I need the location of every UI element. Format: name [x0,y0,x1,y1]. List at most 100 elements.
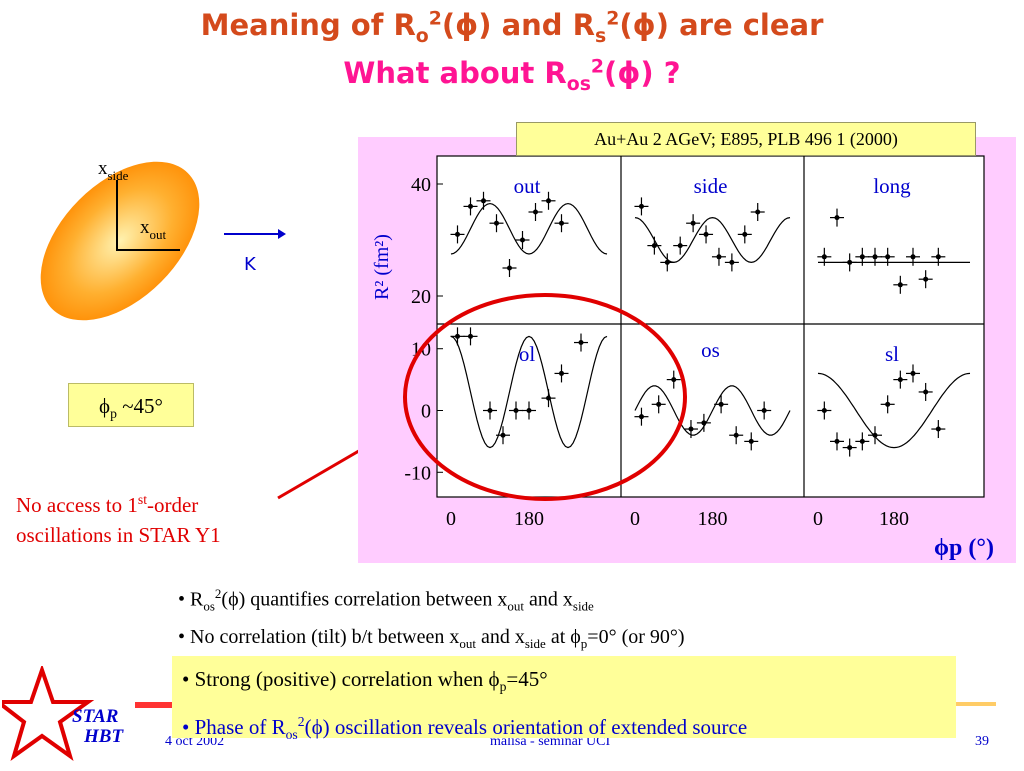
data-point-marker-side [651,243,657,249]
data-point-marker-ol [526,408,532,413]
data-point-marker-out [481,198,486,204]
data-point-marker-long [872,254,878,260]
data-point-marker-ol [500,432,506,438]
star-hbt-logo: STAR HBT [0,663,130,766]
data-point-marker-long [859,254,865,260]
fit-curve-sl [817,372,971,449]
panel-label-out: out [514,174,541,198]
data-point-marker-long [834,215,840,221]
slide-subtitle: What about Ros2(ϕ) ? [343,56,681,95]
data-point-marker-os [701,420,707,426]
data-point-marker-sl [923,389,929,395]
data-point-marker-ol [487,408,493,413]
x-tick-label: 180 [698,508,728,530]
data-point-marker-os [733,432,739,438]
source-ellipse [40,161,200,321]
data-point-marker-os [688,426,694,432]
panel-label-ol: ol [519,342,536,366]
fit-curve-side [634,216,791,264]
data-point-marker-ol [468,333,473,339]
plot-frame [436,155,985,498]
data-point-marker-sl [821,408,827,413]
highlight-box: • Strong (positive) correlation when ϕp=… [172,656,956,742]
highlight-circle [403,293,687,501]
data-point-marker-out [520,237,525,243]
data-point-marker-ol [513,408,519,413]
data-point-marker-long [885,254,891,260]
phi-angle-box: ϕp ~45° [68,383,194,427]
data-point-marker-out [559,220,564,226]
x-tick-label: 180 [879,508,909,530]
data-point-marker-ol [455,333,460,339]
panel-label-long: long [873,174,911,198]
data-point-marker-side [716,254,722,260]
data-point-marker-side [703,231,709,237]
xout-label: xout [140,217,167,242]
x-tick-label: 0 [446,508,456,530]
fit-curve-ol [450,335,608,449]
y-axis-label: R² (fm²) [371,234,393,300]
source-ellipse-diagram: xside xout [30,150,230,330]
y-tick-label: -10 [404,462,431,484]
data-point-marker-sl [885,401,891,407]
data-point-marker-long [923,276,929,282]
y-tick-label: 20 [411,286,431,308]
panel-label-os: os [701,338,720,362]
footer-page-number: 39 [975,734,989,749]
k-label: K [244,254,256,275]
panel-label-sl: sl [885,342,899,366]
data-point-marker-os [671,377,677,383]
bullet-list: • Ros2(ϕ) quantifies correlation between… [178,578,685,659]
data-point-marker-out [507,265,512,271]
fit-curve-out [450,202,608,255]
data-point-marker-side [755,209,761,215]
logo-line2: HBT [83,726,124,747]
decor-orange-line [956,702,996,706]
data-point-marker-sl [834,438,840,444]
no-access-note: No access to 1st-order oscillations in S… [16,492,221,547]
data-point-marker-long [935,254,941,260]
panel-label-side: side [694,174,728,198]
bullet-2: • No correlation (tilt) b/t between xout… [178,625,685,651]
data-point-marker-out [455,231,460,237]
data-point-marker-side [677,243,683,249]
logo-line1: STAR [72,706,118,727]
data-point-marker-side [690,220,696,226]
highlight-bullet-1: • Strong (positive) correlation when ϕp=… [182,667,548,695]
data-point-marker-long [821,254,827,260]
data-point-marker-sl [872,432,878,438]
data-point-marker-out [533,209,538,215]
data-point-marker-sl [859,438,865,444]
data-point-marker-sl [910,370,916,376]
data-point-marker-ol [578,340,584,346]
x-tick-label: 0 [630,508,640,530]
data-point-marker-os [748,438,754,444]
bullet-1: • Ros2(ϕ) quantifies correlation between… [178,586,594,614]
decor-red-bar [135,702,175,708]
data-point-marker-os [638,414,644,420]
data-point-marker-os [761,408,767,413]
data-point-marker-sl [935,426,941,432]
data-point-marker-out [468,203,473,209]
data-point-marker-os [718,401,724,407]
fit-curve-os [634,385,791,436]
data-point-marker-long [910,254,916,260]
data-point-marker-ol [559,370,564,376]
data-point-marker-long [897,282,903,288]
highlight-bullet-2: • Phase of Ros2(ϕ) oscillation reveals o… [182,714,748,743]
y-tick-label: 40 [411,174,431,196]
k-arrow [224,229,286,239]
data-point-marker-os [656,401,662,407]
data-point-marker-out [494,220,499,226]
xside-label: xside [98,158,129,183]
data-point-marker-out [546,198,551,204]
x-tick-label: 0 [813,508,823,530]
x-tick-label: 180 [514,508,544,530]
data-point-marker-side [729,259,735,265]
data-point-marker-long [847,259,853,265]
data-point-marker-sl [897,377,903,383]
data-point-marker-side [742,231,748,237]
x-axis-label: ϕp (°) [934,535,994,561]
star-icon [0,663,95,761]
